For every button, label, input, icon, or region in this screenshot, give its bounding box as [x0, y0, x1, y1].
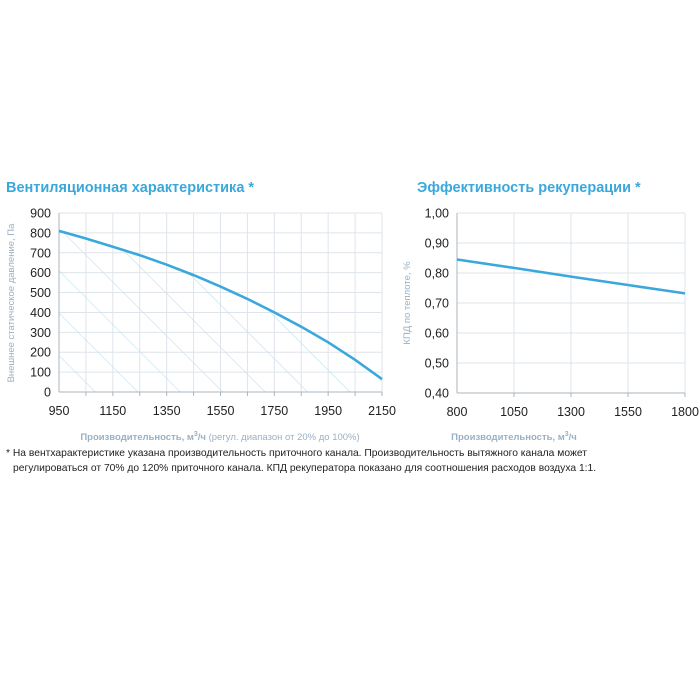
series-line [456, 258, 686, 295]
x-tick-label: 1550 [614, 405, 642, 419]
x-tick-label: 1300 [557, 405, 585, 419]
y-tick-label: 1,00 [425, 207, 449, 221]
x-label-note: (регул. диапазон от 20% до 100%) [206, 432, 360, 443]
hatched-operating-area [59, 230, 382, 392]
x-label-unit: /ч [569, 432, 577, 443]
footnote-line-2: регулироваться от 70% до 120% приточного… [13, 462, 597, 474]
x-tick-label: 1550 [207, 404, 235, 418]
x-label-sup: 3 [194, 431, 198, 438]
y-tick-label: 0,40 [425, 387, 449, 401]
y-tick-label: 100 [30, 366, 51, 380]
y-tick-label: 900 [30, 207, 51, 221]
y-tick-label: 500 [30, 286, 51, 300]
recuperation-chart-title: Эффективность рекуперации * [417, 180, 641, 196]
y-tick-label: 600 [30, 266, 51, 280]
ventilation-chart-title: Вентиляционная характеристика * [6, 180, 254, 196]
x-tick-label: 1050 [500, 405, 528, 419]
y-tick-label: 800 [30, 226, 51, 240]
ventilation-chart: 0 100 200 300 400 500 600 700 800 900 950 1150 1350 1… [30, 207, 396, 419]
x-label-sup: 3 [565, 431, 569, 438]
y-tick-label: 0,90 [425, 237, 449, 251]
y-tick-label: 0,50 [425, 357, 449, 371]
x-tick-label: 1750 [260, 404, 288, 418]
x-tick-label: 2150 [368, 404, 396, 418]
series-line [58, 229, 383, 381]
footnote-line-1: * На вентхарактеристике указана производ… [6, 448, 587, 459]
x-label-main: Производительность, м [80, 432, 194, 443]
recuperation-y-axis-label: КПД по теплоте, % [402, 261, 413, 345]
ventilation-x-axis-label: Производительность, м3/ч (регул. диапазо… [80, 431, 359, 443]
x-label-main: Производительность, м [451, 432, 565, 443]
y-tick-label: 300 [30, 326, 51, 340]
y-tick-label: 0,80 [425, 267, 449, 281]
y-tick-label: 0,60 [425, 327, 449, 341]
ventilation-y-axis-label: Внешнее статическое давление, Па [6, 223, 17, 383]
x-label-unit: /ч [198, 432, 206, 443]
recuperation-chart: 0,40 0,50 0,60 0,70 0,80 0,90 1,00 800 1050 1300 1… [425, 207, 699, 420]
y-tick-label: 0 [44, 386, 51, 400]
y-tick-label: 0,70 [425, 297, 449, 311]
y-tick-label: 400 [30, 306, 51, 320]
x-tick-label: 1950 [314, 404, 342, 418]
x-tick-label: 1150 [99, 404, 126, 418]
y-tick-label: 200 [30, 346, 51, 360]
x-tick-label: 1350 [153, 404, 181, 418]
x-tick-label: 950 [49, 404, 70, 418]
recuperation-x-axis-label: Производительность, м3/ч [451, 431, 577, 443]
x-tick-label: 800 [447, 405, 468, 419]
footnote: * На вентхарактеристике указана производ… [6, 447, 646, 476]
y-tick-label: 700 [30, 246, 51, 260]
x-tick-label: 1800 [671, 405, 699, 419]
